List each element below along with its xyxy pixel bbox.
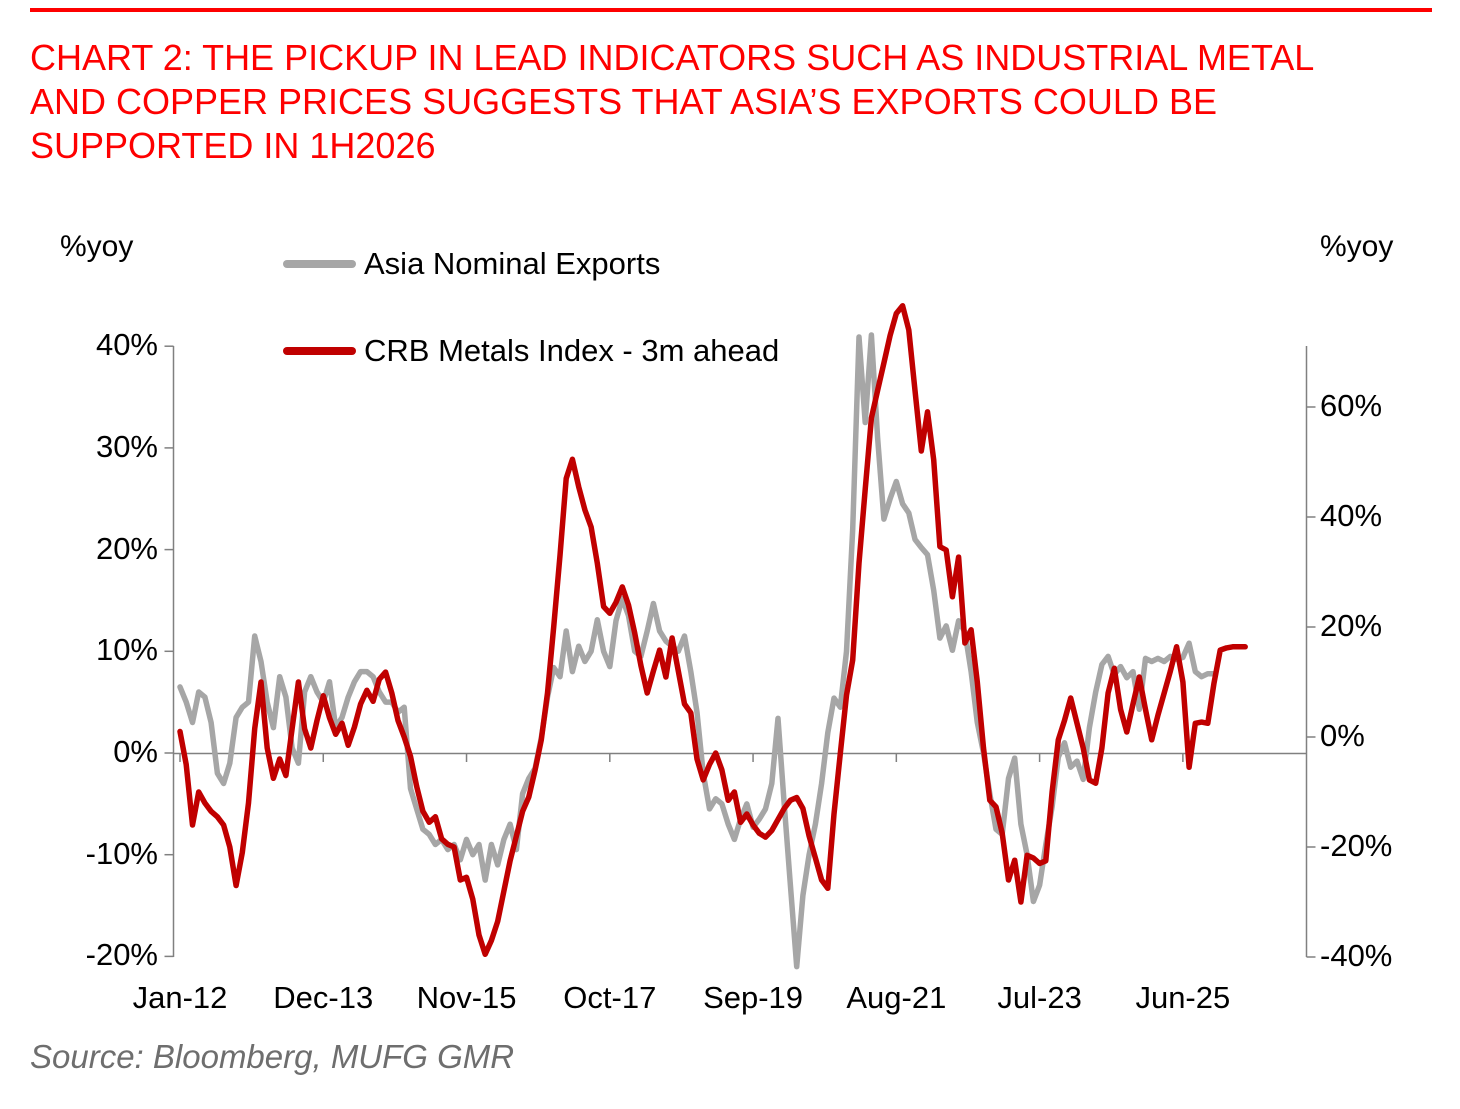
x-tick-label-Dec-13: Dec-13: [273, 980, 374, 1015]
left-tick-label--20: -20%: [85, 937, 158, 973]
right-tick-label--40: -40%: [1320, 938, 1393, 973]
right-tick-label-20: 20%: [1320, 608, 1383, 643]
exports-line-series: [177, 332, 1217, 970]
metals-line-swatch: [283, 347, 356, 355]
source-note: Source: Bloomberg, MUFG GMR: [30, 1038, 515, 1075]
legend-item-exports: Asia Nominal Exports: [283, 244, 923, 284]
right-tick-label--20: -20%: [1320, 828, 1393, 863]
right-axis-unit-label: %yoy: [1320, 230, 1394, 263]
left-tick-label--10: -10%: [85, 835, 158, 871]
legend: Asia Nominal Exports CRB Metals Index - …: [283, 244, 923, 418]
legend-label-metals: CRB Metals Index - 3m ahead: [364, 333, 780, 368]
left-axis-unit-label: %yoy: [60, 230, 134, 263]
right-tick-label-0: 0%: [1320, 718, 1365, 753]
x-tick-label-Jun-25: Jun-25: [1135, 980, 1231, 1015]
x-tick-label-Nov-15: Nov-15: [416, 980, 517, 1015]
x-tick-label-Oct-17: Oct-17: [563, 980, 657, 1015]
x-tick-label-Jan-12: Jan-12: [132, 980, 228, 1015]
right-tick-label-40: 40%: [1320, 498, 1383, 533]
legend-item-metals: CRB Metals Index - 3m ahead: [283, 331, 923, 371]
right-tick-label-60: 60%: [1320, 388, 1383, 423]
x-tick-label-Sep-19: Sep-19: [703, 980, 804, 1015]
top-red-rule: [30, 8, 1432, 12]
left-tick-label-0: 0%: [113, 734, 158, 769]
x-tick-label-Jul-23: Jul-23: [997, 980, 1082, 1015]
metals-line-series: [177, 303, 1248, 958]
left-tick-label-30: 30%: [95, 428, 158, 464]
left-tick-label-10: 10%: [95, 632, 158, 668]
left-tick-label-20: 20%: [95, 530, 158, 566]
exports-line-swatch: [283, 260, 356, 268]
left-tick-label-40: 40%: [95, 327, 158, 363]
legend-label-exports: Asia Nominal Exports: [364, 246, 661, 281]
chart-title: CHART 2: THE PICKUP IN LEAD INDICATORS S…: [30, 37, 1313, 166]
x-tick-label-Aug-21: Aug-21: [846, 980, 947, 1015]
